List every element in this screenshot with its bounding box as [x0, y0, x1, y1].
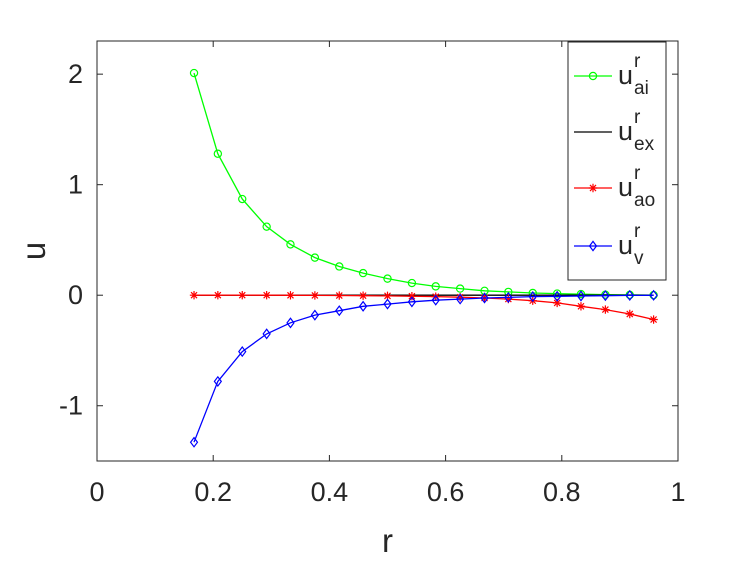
data-point-ao-4 — [286, 291, 295, 300]
legend-superscript-v: r — [634, 221, 641, 242]
data-point-ao-2 — [238, 291, 247, 300]
y-axis-label: u — [15, 242, 52, 260]
data-point-ai-9 — [407, 278, 417, 288]
legend-subscript-ai: ai — [634, 78, 649, 99]
data-point-v-6 — [335, 305, 344, 317]
data-point-ao-16 — [576, 302, 586, 311]
legend-entry-ao: u r ao — [574, 163, 655, 211]
x-tick-label-0: 0 — [89, 477, 104, 507]
data-point-ao-19 — [649, 315, 658, 324]
y-tick-label-0: -1 — [59, 391, 83, 421]
legend-label-ao: u — [618, 172, 633, 202]
data-point-ai-3 — [262, 222, 271, 231]
data-point-v-8 — [383, 298, 392, 310]
series-v — [189, 289, 658, 448]
data-point-ao-10 — [431, 292, 440, 301]
y-tick-label-1: 0 — [68, 280, 83, 310]
data-point-v-13 — [504, 291, 513, 304]
data-point-v-7 — [358, 300, 368, 312]
data-point-v-5 — [310, 309, 320, 321]
legend-label-v: u — [618, 230, 633, 260]
data-point-ao-13 — [504, 294, 513, 304]
data-point-v-2 — [238, 345, 247, 358]
data-point-ai-4 — [286, 240, 295, 249]
legend-superscript-ao: r — [634, 163, 641, 184]
data-point-ao-7 — [358, 291, 368, 300]
data-point-ai-1 — [213, 149, 223, 158]
series-ai — [189, 68, 658, 300]
data-point-v-18 — [625, 289, 634, 302]
data-point-v-16 — [576, 290, 586, 302]
y-tick-label-2: 1 — [68, 170, 83, 200]
legend-entry-ai: u r ai — [574, 51, 649, 99]
data-point-v-1 — [213, 375, 223, 388]
data-point-ao-17 — [601, 305, 610, 314]
data-point-v-10 — [431, 294, 440, 306]
data-point-v-17 — [601, 290, 610, 302]
legend-marker-ao — [588, 183, 598, 193]
series-layer — [189, 68, 658, 448]
data-point-ao-5 — [310, 291, 320, 300]
data-point-v-12 — [480, 292, 489, 304]
data-point-ai-8 — [383, 274, 392, 283]
legend-entry-ex: u r ex — [574, 107, 655, 155]
data-point-ao-6 — [335, 291, 344, 300]
data-point-ao-0 — [189, 291, 199, 300]
data-point-v-19 — [649, 289, 658, 301]
data-point-v-15 — [552, 290, 562, 302]
x-tick-label-2: 0.4 — [311, 477, 349, 507]
legend-box — [567, 41, 667, 281]
legend-subscript-v: v — [634, 248, 644, 269]
data-point-ao-11 — [455, 293, 465, 302]
data-point-v-4 — [286, 317, 295, 329]
data-point-ao-3 — [262, 291, 271, 300]
data-point-ao-1 — [213, 291, 223, 300]
legend-marker-ai — [588, 71, 598, 81]
x-tick-label-4: 0.8 — [543, 477, 581, 507]
data-point-v-14 — [528, 291, 537, 303]
x-tick-label-5: 1 — [670, 477, 685, 507]
data-point-ai-6 — [335, 262, 344, 271]
data-point-v-9 — [407, 296, 417, 308]
data-point-ai-10 — [431, 282, 440, 291]
legend-superscript-ex: r — [634, 107, 641, 128]
data-point-ai-2 — [238, 194, 247, 204]
axes-box — [96, 40, 679, 462]
data-point-ao-8 — [383, 291, 392, 301]
legend-label-ai: u — [618, 60, 633, 90]
y-tick-label-3: 2 — [68, 59, 83, 89]
data-point-ai-15 — [552, 289, 562, 298]
data-point-ao-18 — [625, 309, 634, 319]
legend-label-ex: u — [618, 116, 633, 146]
data-point-ai-5 — [310, 253, 320, 262]
data-point-v-3 — [262, 328, 271, 340]
data-point-ai-0 — [189, 68, 199, 78]
legend-superscript-ai: r — [634, 51, 641, 72]
data-point-ao-9 — [407, 292, 417, 301]
legend-marker-v — [588, 240, 598, 252]
data-point-v-11 — [455, 293, 465, 305]
data-point-ao-15 — [552, 298, 562, 308]
axes-layer: 0 0.2 0.4 0.6 0.8 1 -1 0 1 2 — [59, 40, 686, 507]
x-tick-label-3: 0.6 — [427, 477, 465, 507]
series-ao — [189, 291, 658, 324]
data-point-ai-11 — [455, 284, 465, 293]
data-point-ai-7 — [358, 268, 368, 278]
legend-subscript-ao: ao — [634, 190, 655, 211]
x-tick-label-1: 0.2 — [194, 477, 232, 507]
legend-subscript-ex: ex — [634, 134, 655, 155]
legend-entry-v: u rv — [574, 221, 644, 269]
x-axis-label: r — [382, 522, 393, 559]
data-point-v-0 — [189, 436, 199, 448]
